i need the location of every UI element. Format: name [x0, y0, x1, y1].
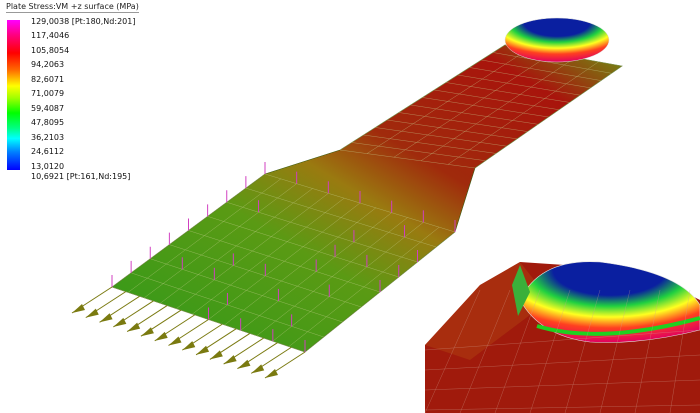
detail-inset: [425, 262, 700, 413]
dome-main: [505, 18, 609, 62]
